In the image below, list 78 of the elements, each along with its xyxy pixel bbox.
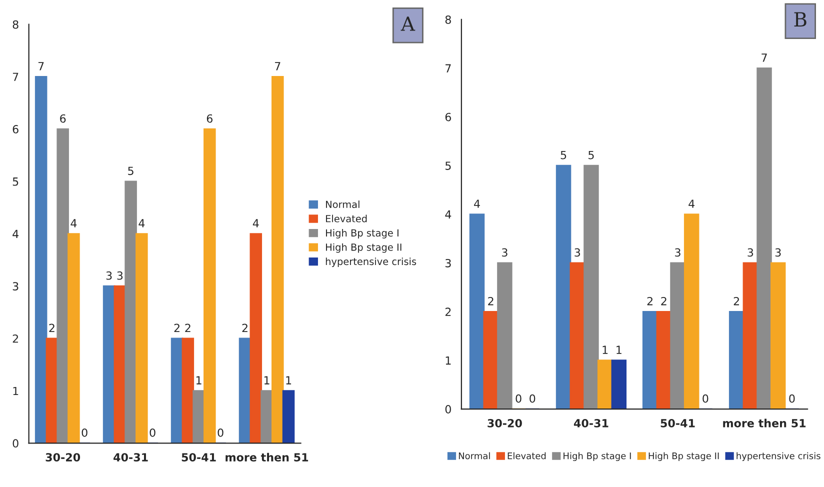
data-label: 2 <box>174 324 180 332</box>
data-label: 2 <box>49 324 54 332</box>
legend-label: High Bp stage II <box>326 243 402 253</box>
data-label: 3 <box>775 248 781 257</box>
y-tick-label: 0 <box>445 405 451 414</box>
data-label: 0 <box>789 394 795 403</box>
data-label: 2 <box>661 296 666 306</box>
annotation: B <box>794 12 806 26</box>
data-label: 7 <box>38 62 44 70</box>
x-tick-label: 50-41 <box>660 419 695 428</box>
x-tick-label: 30-20 <box>488 419 522 428</box>
x-tick-label: more then 51 <box>226 452 308 462</box>
x-tick-label: 30-20 <box>46 453 80 462</box>
data-label: 4 <box>70 219 77 228</box>
data-label: 1 <box>286 376 292 384</box>
data-label: 7 <box>762 54 767 62</box>
y-tick-label: 8 <box>445 15 451 24</box>
data-label: 0 <box>218 428 224 437</box>
data-label: 6 <box>60 114 66 123</box>
x-tick-label: 40-31 <box>574 419 608 428</box>
data-label: 0 <box>530 394 536 403</box>
y-tick-label: 2 <box>12 334 18 343</box>
data-label: 4 <box>688 200 694 208</box>
data-label: 2 <box>185 324 190 332</box>
data-label: 5 <box>560 151 566 160</box>
y-tick-label: 6 <box>445 112 452 122</box>
legend-label: Normal <box>326 200 360 208</box>
data-label: 2 <box>488 296 494 306</box>
y-tick-label: 4 <box>12 230 18 238</box>
y-tick-label: 5 <box>12 178 18 186</box>
legend-label: High Bp stage I <box>564 452 631 462</box>
data-label: 2 <box>734 296 739 306</box>
legend-label: High Bp stage II <box>648 452 719 462</box>
data-label: 1 <box>616 346 622 354</box>
y-tick-label: 3 <box>445 258 451 268</box>
data-label: 5 <box>588 151 594 160</box>
legend-label: Elevated <box>508 452 546 460</box>
data-label: 3 <box>117 271 123 280</box>
y-tick-label: 3 <box>12 282 18 290</box>
data-label: 0 <box>150 428 156 437</box>
data-label: 1 <box>264 376 270 384</box>
x-tick-label: 50-41 <box>182 453 216 462</box>
y-tick-label: 6 <box>12 125 18 134</box>
y-tick-label: 1 <box>446 356 451 365</box>
data-label: 0 <box>516 394 522 403</box>
legend-label: Normal <box>458 452 490 460</box>
y-tick-label: 4 <box>445 210 452 218</box>
legend-label: Elevated <box>326 214 367 222</box>
y-tick-label: 8 <box>12 20 18 29</box>
data-label: 6 <box>206 114 212 123</box>
y-tick-label: 7 <box>446 64 451 72</box>
data-label: 1 <box>602 346 608 354</box>
data-label: 3 <box>106 271 112 280</box>
data-label: 3 <box>574 248 580 257</box>
y-tick-label: 2 <box>445 308 451 316</box>
data-label: 5 <box>128 166 134 176</box>
data-label: 3 <box>675 248 680 257</box>
data-label: 7 <box>275 62 280 70</box>
data-label: 3 <box>502 248 508 257</box>
x-tick-label: more then 51 <box>723 418 806 428</box>
data-label: 4 <box>252 219 259 228</box>
data-label: 4 <box>138 219 145 228</box>
legend-label: hypertensive crisis <box>326 258 416 268</box>
x-tick-label: 40-31 <box>114 453 148 462</box>
data-label: 0 <box>82 428 88 437</box>
y-tick-label: 1 <box>13 386 18 396</box>
y-tick-label: 0 <box>12 439 18 448</box>
data-label: 1 <box>196 376 202 384</box>
legend-label: High Bp stage I <box>326 229 398 238</box>
text: A <box>400 16 416 31</box>
data-label: 4 <box>474 200 480 208</box>
data-label: 3 <box>748 248 754 257</box>
data-label: 2 <box>242 324 248 332</box>
y-tick-label: 5 <box>446 162 451 170</box>
y-tick-label: 7 <box>12 72 18 81</box>
data-label: 0 <box>702 394 708 403</box>
data-label: 2 <box>647 296 652 306</box>
legend-label: hypertensive crisis <box>736 452 820 462</box>
